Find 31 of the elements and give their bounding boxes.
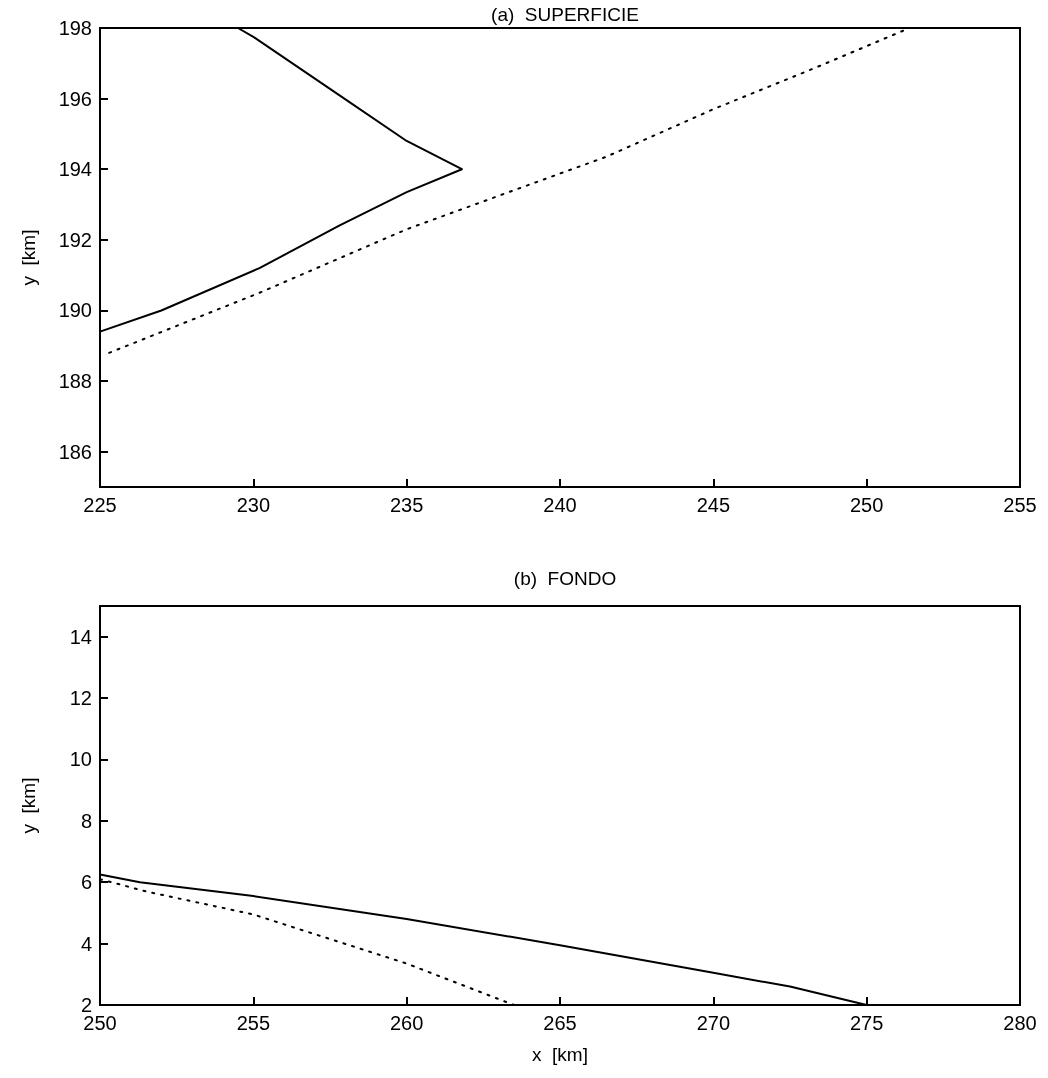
x-tick-label: 240 <box>543 494 577 516</box>
y-tick-label: 198 <box>58 17 92 39</box>
y-tick-label: 188 <box>58 370 92 393</box>
y-axis-title: y [km] <box>18 229 39 286</box>
y-tick-label: 6 <box>80 871 92 894</box>
x-tick-label: 245 <box>696 494 731 516</box>
y-tick-label: 12 <box>69 687 92 710</box>
x-tick-label: 260 <box>389 1012 424 1034</box>
x-tick-label: 230 <box>236 494 271 516</box>
x-tick-label: 235 <box>389 494 424 516</box>
x-tick-label: 265 <box>543 1012 577 1034</box>
y-tick-label: 186 <box>58 440 92 463</box>
x-tick-label: 250 <box>849 494 884 516</box>
x-tick-label: 275 <box>849 1012 884 1034</box>
y-tick-label: 194 <box>58 158 92 181</box>
x-tick-label: 280 <box>1003 1012 1037 1034</box>
chart-title: (b) FONDO <box>513 568 617 589</box>
y-tick-label: 192 <box>58 228 92 251</box>
y-tick-label: 10 <box>69 748 92 771</box>
y-tick-label: 14 <box>69 625 92 648</box>
x-tick-label: 255 <box>236 1012 271 1034</box>
y-tick-label: 190 <box>58 299 92 322</box>
y-axis-title: y [km] <box>18 777 39 834</box>
x-tick-label: 255 <box>1003 494 1037 516</box>
x-axis-title: x [km] <box>532 1044 588 1065</box>
y-tick-label: 196 <box>58 87 92 110</box>
x-tick-label: 270 <box>696 1012 731 1034</box>
y-tick-label: 8 <box>80 809 92 832</box>
chart-title: (a) SUPERFICIE <box>491 4 639 25</box>
y-tick-label: 4 <box>80 932 92 955</box>
x-tick-label: 225 <box>83 494 117 516</box>
